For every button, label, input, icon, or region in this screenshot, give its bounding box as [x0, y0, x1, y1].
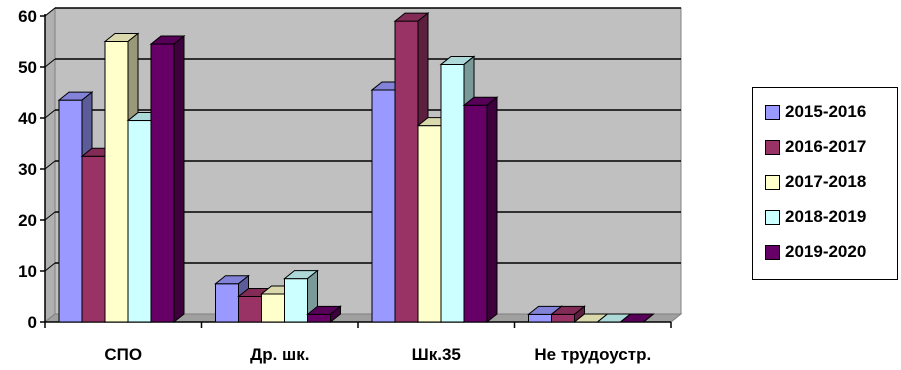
y-tick-label: 20 [18, 211, 37, 230]
bar [150, 43, 175, 323]
bar [215, 283, 239, 323]
legend-item: 2017-2018 [765, 171, 866, 193]
legend: 2015-2016 2016-2017 2017-2018 2018-2019 2019… [752, 87, 898, 280]
legend-item: 2016-2017 [765, 136, 866, 158]
y-tick-label: 0 [28, 313, 37, 332]
x-category-label: Шк.35 [412, 345, 461, 364]
gridline-side [44, 262, 56, 272]
bar [528, 313, 552, 323]
legend-item: 2018-2019 [765, 206, 866, 228]
bar [284, 278, 308, 323]
legend-swatch [765, 209, 780, 225]
bar [463, 104, 488, 323]
bar [394, 20, 419, 323]
legend-label: 2016-2017 [785, 137, 867, 156]
legend-label: 2017-2018 [785, 172, 867, 191]
gridline-side [44, 211, 56, 221]
bar-side [643, 313, 654, 323]
y-tick-label: 40 [18, 109, 37, 128]
legend-item: 2015-2016 [765, 101, 866, 123]
legend-swatch [765, 139, 780, 155]
bar [104, 41, 129, 323]
bar [307, 313, 331, 323]
legend-swatch [765, 174, 780, 190]
gridline-side [44, 7, 56, 17]
bar-side [173, 35, 185, 324]
y-tick-label: 10 [18, 262, 37, 281]
bar [417, 125, 442, 323]
gridline-side [44, 160, 56, 170]
bar [440, 63, 465, 323]
bar-side [330, 305, 341, 324]
bar [261, 293, 285, 323]
gridline-side [44, 109, 56, 119]
legend-label: 2015-2016 [785, 102, 867, 121]
bar [551, 313, 575, 323]
legend-swatch [765, 244, 780, 260]
x-category-label: Не трудоустр. [534, 345, 651, 364]
legend-label: 2018-2019 [785, 207, 867, 226]
bar [127, 120, 152, 323]
x-category-label: СПО [104, 345, 142, 364]
legend-swatch [765, 104, 780, 120]
y-tick-label: 60 [18, 7, 37, 26]
bar [371, 89, 396, 323]
bar [81, 155, 106, 323]
bar-side [486, 96, 498, 324]
x-category-label: Др. шк. [250, 345, 309, 364]
legend-label: 2019-2020 [785, 242, 867, 261]
y-tick-label: 30 [18, 160, 37, 179]
legend-item: 2019-2020 [765, 241, 866, 263]
gridline-side [44, 58, 56, 68]
bar [58, 99, 83, 323]
y-tick-label: 50 [18, 58, 37, 77]
bar [238, 296, 262, 323]
